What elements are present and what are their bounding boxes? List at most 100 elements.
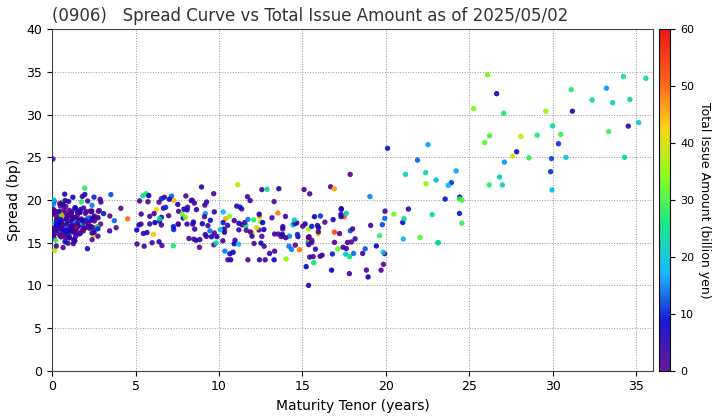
Point (58, 231, 70, 238)
Point (254, 213, 266, 219)
Point (240, 222, 251, 229)
Point (163, 213, 174, 219)
Point (53, 215, 65, 221)
Point (73, 208, 84, 215)
Point (199, 202, 210, 208)
Point (181, 207, 193, 213)
Point (69, 221, 81, 228)
Point (258, 243, 270, 249)
Point (420, 169, 431, 176)
Point (222, 257, 233, 263)
Point (86, 236, 98, 243)
Point (454, 195, 465, 202)
Point (310, 246, 321, 252)
Point (359, 245, 371, 252)
Point (92, 226, 104, 232)
Point (398, 215, 410, 222)
Point (168, 223, 179, 230)
Point (77, 218, 89, 224)
Point (66, 228, 78, 235)
Point (624, 96, 636, 103)
Point (397, 236, 409, 242)
Point (56, 222, 68, 229)
Point (312, 222, 323, 229)
Point (66, 226, 77, 233)
Point (66, 211, 77, 218)
Point (361, 267, 372, 273)
Point (365, 222, 377, 229)
Point (297, 223, 308, 230)
Point (84, 215, 95, 221)
Point (560, 154, 572, 161)
Point (302, 238, 314, 245)
Point (81, 208, 92, 215)
Point (144, 220, 156, 227)
Point (479, 139, 490, 146)
Point (183, 235, 194, 242)
Point (201, 233, 212, 240)
Point (191, 206, 202, 213)
Point (63, 207, 75, 214)
Point (146, 239, 158, 246)
Point (59, 210, 71, 216)
Point (306, 223, 318, 230)
Point (70, 205, 81, 212)
Point (53, 221, 64, 228)
Point (134, 197, 145, 204)
Point (84, 208, 96, 215)
Point (259, 257, 271, 263)
Point (336, 206, 347, 213)
Point (633, 119, 644, 126)
Point (334, 230, 346, 237)
Point (454, 210, 465, 217)
Point (507, 153, 518, 160)
Y-axis label: Spread (bp): Spread (bp) (7, 159, 21, 241)
Point (341, 210, 352, 217)
Point (153, 239, 165, 245)
Point (357, 250, 369, 257)
Point (304, 191, 315, 197)
Point (245, 228, 256, 235)
Text: (0906)   Spread Curve vs Total Issue Amount as of 2025/05/02: (0906) Spread Curve vs Total Issue Amoun… (52, 7, 568, 25)
Point (236, 221, 248, 228)
Point (110, 224, 122, 231)
Point (345, 228, 356, 234)
Point (199, 231, 211, 238)
Point (400, 171, 411, 178)
Point (446, 179, 457, 186)
Point (89, 218, 100, 224)
Point (377, 249, 389, 256)
Point (73, 218, 85, 225)
Point (303, 282, 315, 289)
Point (54, 214, 66, 220)
Point (379, 250, 390, 257)
Point (86, 202, 98, 209)
Point (208, 241, 220, 248)
Point (56, 220, 68, 227)
Point (379, 208, 391, 215)
Point (491, 90, 503, 97)
Point (426, 211, 438, 218)
Point (201, 199, 212, 205)
Point (92, 225, 104, 231)
Point (50, 220, 62, 227)
Point (586, 97, 598, 103)
Point (181, 220, 193, 227)
Point (222, 222, 233, 229)
Point (483, 181, 495, 188)
Point (135, 211, 147, 218)
Point (220, 226, 231, 233)
Point (546, 155, 557, 162)
Point (371, 243, 382, 249)
Point (289, 242, 301, 249)
Point (60, 216, 71, 223)
Point (67, 227, 78, 234)
Point (276, 231, 288, 238)
Point (546, 123, 558, 129)
Point (188, 236, 199, 242)
Point (228, 240, 240, 247)
Point (50, 243, 62, 249)
Point (56, 215, 68, 222)
Point (76, 215, 87, 222)
Point (92, 223, 104, 230)
